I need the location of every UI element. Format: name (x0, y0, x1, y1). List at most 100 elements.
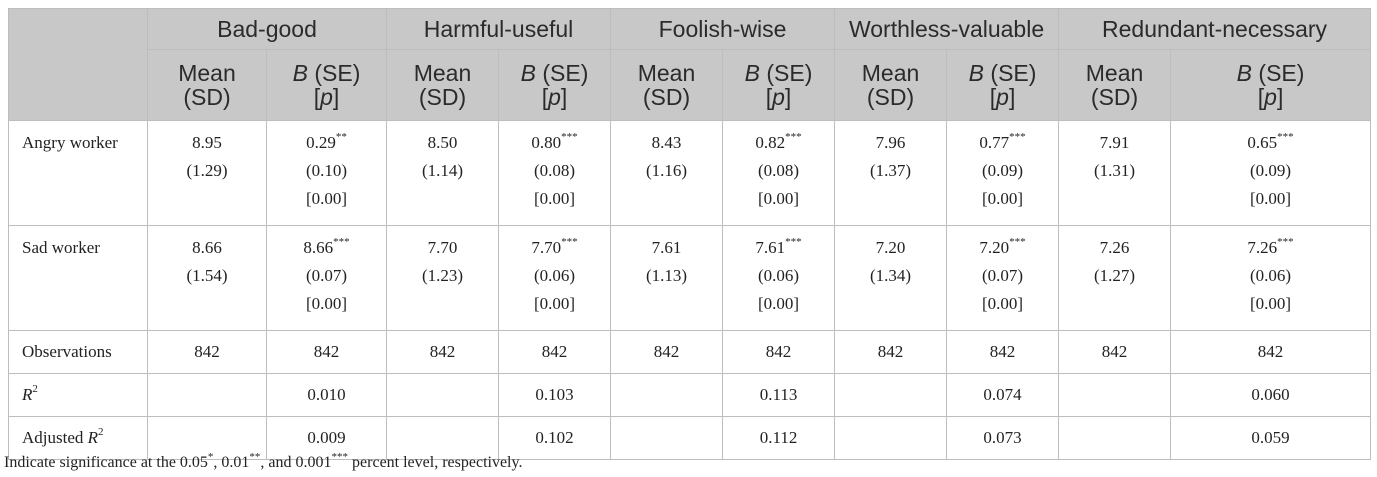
table-row-adjusted-r-squared: Adjusted R2 0.009 0.102 0.112 0.073 0.059 (8, 416, 1372, 460)
sd-label: (SD) (418, 84, 467, 110)
coef-cell: 0.77*** (0.09) [0.00] (946, 120, 1060, 226)
b-value: 7.26*** (1247, 236, 1294, 257)
table-row-r-squared: R2 0.010 0.103 0.113 0.074 0.060 (8, 373, 1372, 417)
r-squared-cell: 0.113 (722, 373, 836, 417)
b-letter: B (968, 60, 985, 86)
coef-cell: 0.65*** (0.09) [0.00] (1170, 120, 1372, 226)
adjusted-r-squared-cell: 0.102 (497, 416, 612, 460)
p-value: [0.00] (1250, 189, 1292, 208)
p-label: [p] (723, 85, 834, 109)
mean-sd-header: Mean (SD) (834, 49, 948, 121)
footnote-text: percent level, respectively. (348, 454, 523, 471)
b-letter: B (520, 60, 536, 86)
coef-cell: 8.66*** (0.07) [0.00] (266, 225, 387, 331)
p-letter: p (548, 84, 561, 110)
adjusted-r-squared-cell: 0.073 (946, 416, 1060, 460)
b-se-p-header: B (SE) [p] (946, 49, 1060, 121)
table-header: Bad-good Harmful-useful Foolish-wise Wor… (8, 8, 1372, 121)
b-value: 7.20*** (979, 236, 1026, 257)
p-value: [0.00] (1250, 294, 1292, 313)
sub-header-row: Mean (SD) B (SE) [p] Mean (SD) B (SE) [p] Me… (9, 49, 1372, 121)
p-bracket: [ (765, 84, 773, 110)
p-value: [0.00] (305, 189, 348, 208)
r-squared-cell (147, 373, 267, 417)
p-letter: p (996, 84, 1009, 110)
sd-value: (1.16) (645, 161, 688, 180)
sd-label: (SD) (1090, 84, 1139, 110)
p-bracket: [ (989, 84, 997, 110)
mean-value: 7.61 (651, 238, 682, 257)
footnote-text: Indicate significance at the 0.05 (4, 454, 208, 471)
mean-cell: 8.95 (1.29) (147, 120, 267, 226)
coef-cell: 0.82*** (0.08) [0.00] (722, 120, 836, 226)
sd-value: (1.14) (421, 161, 464, 180)
mean-cell: 7.26 (1.27) (1058, 225, 1172, 331)
mean-sd-header: Mean (SD) (610, 49, 724, 121)
significance-stars: *** (1009, 236, 1026, 249)
significance-stars: *** (561, 236, 578, 249)
observations-cell: 842 (946, 330, 1060, 374)
b-value: 7.70*** (531, 236, 578, 257)
b-value: 0.80*** (531, 131, 578, 152)
p-label: [p] (947, 85, 1058, 109)
significance-stars: *** (1277, 131, 1294, 144)
mean-sd-header: Mean (SD) (1058, 49, 1172, 121)
se-value: (0.07) (305, 266, 348, 285)
p-letter: p (772, 84, 785, 110)
se-label: (SE) (760, 60, 813, 86)
coef-cell: 0.29** (0.10) [0.00] (266, 120, 387, 226)
coef-cell: 7.61*** (0.06) [0.00] (722, 225, 836, 331)
adjusted-word: Adjusted (22, 428, 88, 447)
sd-value: (1.54) (186, 266, 228, 285)
observations-cell: 842 (1170, 330, 1372, 374)
b-letter: B (744, 60, 760, 86)
table-row-angry-worker: Angry worker 8.95 (1.29) 0.29** (0.10) [0.00… (8, 120, 1372, 226)
adjusted-r-squared-cell: 0.009 (266, 416, 387, 460)
p-value: [0.00] (982, 294, 1024, 313)
b-se-p-header: B (SE) [p] (1170, 49, 1372, 121)
sd-value: (1.31) (1094, 161, 1136, 180)
sd-label: (SD) (866, 84, 915, 110)
sd-label: (SD) (183, 84, 231, 110)
mean-value: 7.70 (427, 238, 458, 257)
mean-label: Mean (1085, 60, 1144, 86)
r-letter: R (22, 385, 33, 404)
r-squared-cell (834, 373, 948, 417)
mean-value: 7.96 (875, 133, 906, 152)
mean-value: 8.43 (651, 133, 682, 152)
r-squared-cell (1058, 373, 1172, 417)
b-se-label: B (SE) (499, 61, 610, 85)
footnote-star: ** (249, 450, 261, 463)
row-label-angry-worker: Angry worker (8, 120, 148, 226)
b-value: 0.29** (306, 131, 347, 152)
observations-cell: 842 (610, 330, 724, 374)
adjusted-r-squared-cell (147, 416, 267, 460)
mean-cell: 7.20 (1.34) (834, 225, 948, 331)
observations-cell: 842 (147, 330, 267, 374)
se-value: (0.09) (982, 161, 1024, 180)
observations-cell: 842 (266, 330, 387, 374)
row-label-adjusted-r-squared: Adjusted R2 (8, 416, 148, 460)
r-squared-cell: 0.010 (266, 373, 387, 417)
b-value: 8.66*** (303, 236, 350, 257)
p-bracket: ] (560, 84, 568, 110)
se-label: (SE) (1252, 60, 1305, 86)
observations-cell: 842 (386, 330, 499, 374)
mean-cell: 7.91 (1.31) (1058, 120, 1172, 226)
sd-value: (1.27) (1094, 266, 1136, 285)
b-se-p-header: B (SE) [p] (722, 49, 836, 121)
se-value: (0.06) (757, 266, 800, 285)
footnote-text: , and 0.001 (260, 454, 332, 471)
b-letter: B (1236, 60, 1253, 86)
p-bracket: [ (313, 84, 321, 110)
p-value: [0.00] (757, 294, 800, 313)
se-value: (0.09) (1250, 161, 1292, 180)
se-value: (0.06) (533, 266, 576, 285)
table-row-observations: Observations 842 842 842 842 842 842 842 842 842… (8, 330, 1372, 374)
sd-value: (1.34) (869, 266, 912, 285)
footnote-star: * (207, 450, 214, 463)
r-letter: R (87, 428, 99, 447)
observations-cell: 842 (722, 330, 836, 374)
mean-label: Mean (861, 60, 920, 86)
mean-value: 8.95 (192, 133, 222, 152)
